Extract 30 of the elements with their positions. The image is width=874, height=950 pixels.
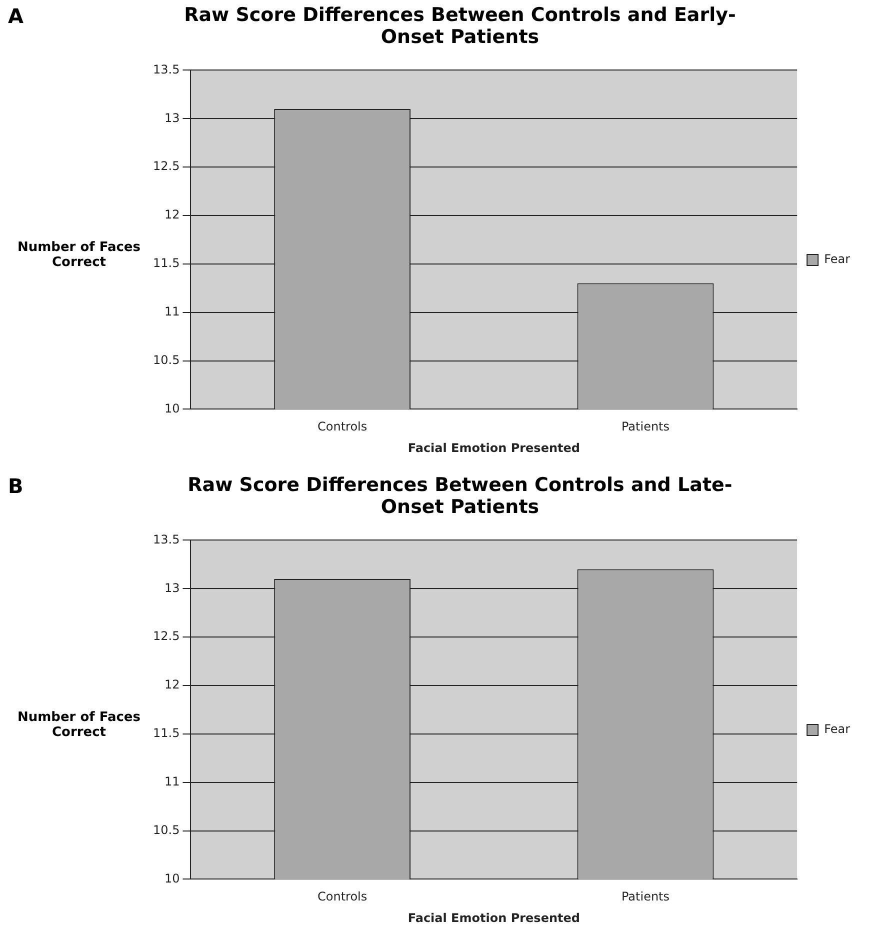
y-axis-title: Number of Faces Correct xyxy=(16,240,142,270)
y-tick-label: 11.5 xyxy=(153,256,180,270)
y-tick-label: 11.5 xyxy=(153,726,180,740)
y-tick-label: 13.5 xyxy=(153,532,180,546)
y-tick-label: 13 xyxy=(164,110,180,125)
y-tick-label: 10.5 xyxy=(153,352,180,367)
x-tick-label: Controls xyxy=(317,890,368,904)
x-tick-label: Patients xyxy=(621,420,670,434)
y-tick-label: 12 xyxy=(164,208,180,222)
legend-label: Fear xyxy=(824,252,850,266)
y-tick-label: 12.5 xyxy=(153,629,180,644)
y-tick-label: 11 xyxy=(164,304,180,318)
text: A xyxy=(8,4,24,28)
y-axis-title: Number of Faces Correct xyxy=(16,710,142,740)
y-tick-label: 10 xyxy=(164,871,180,886)
y-tick-label: 13 xyxy=(164,580,180,595)
x-tick-label: Controls xyxy=(317,420,368,434)
y-tick-label: 12.5 xyxy=(153,159,180,174)
y-tick-label: 10 xyxy=(164,401,180,416)
text: B xyxy=(8,474,24,498)
chart-title: Raw Score Differences Between Controls and Late-Onset Patients xyxy=(186,474,734,518)
y-tick-label: 10.5 xyxy=(153,822,180,837)
y-tick-label: 11 xyxy=(164,774,180,788)
x-axis-title: Facial Emotion Presented xyxy=(408,440,580,455)
x-axis-title: Facial Emotion Presented xyxy=(408,910,580,925)
legend-label: Fear xyxy=(824,722,850,736)
x-tick-label: Patients xyxy=(621,890,670,904)
y-tick-label: 12 xyxy=(164,678,180,692)
y-tick-label: 13.5 xyxy=(153,62,180,76)
chart-title: Raw Score Differences Between Controls and Early-Onset Patients xyxy=(183,4,737,48)
